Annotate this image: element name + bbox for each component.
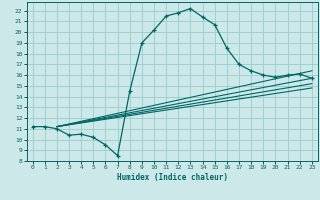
X-axis label: Humidex (Indice chaleur): Humidex (Indice chaleur): [117, 173, 228, 182]
